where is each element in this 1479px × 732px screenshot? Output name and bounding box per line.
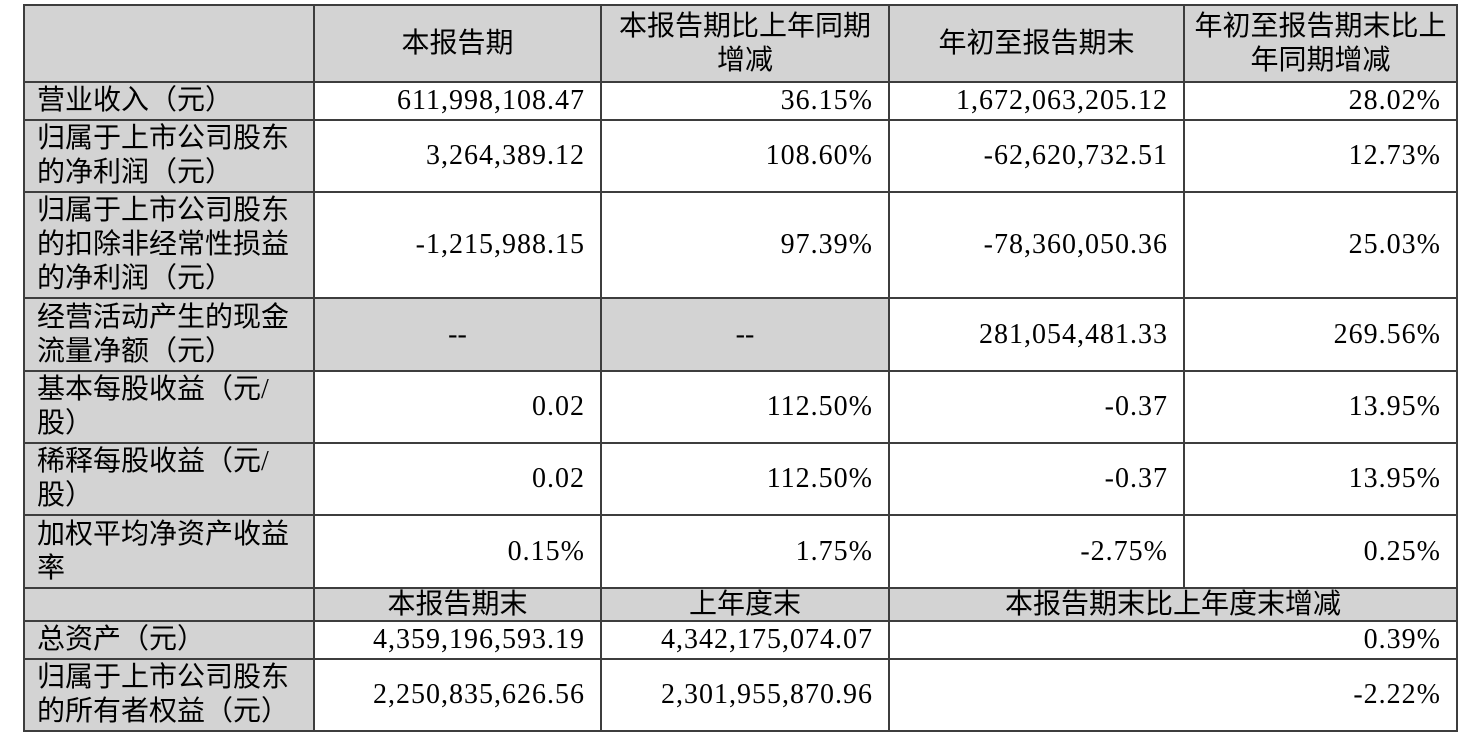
cell-cash-flow-current-dash: -- [313, 297, 602, 372]
table-row-diluted-eps: 稀释每股收益（元/ 股） 0.02 112.50% -0.37 13.95% [23, 442, 1458, 516]
table-row-basic-eps: 基本每股收益（元/ 股） 0.02 112.50% -0.37 13.95% [23, 370, 1458, 444]
cell-diluted-eps-current: 0.02 [313, 442, 602, 516]
column-header-empty [23, 4, 315, 83]
cell-revenue-current: 611,998,108.47 [313, 81, 602, 121]
column-header-ytd: 年初至报告期末 [888, 4, 1185, 83]
cell-net-profit-ytd: -62,620,732.51 [888, 119, 1185, 193]
cell-roe-yoy: 1.75% [600, 514, 890, 589]
column-header-ytd-yoy-change: 年初至报告期末比上 年同期增减 [1183, 4, 1458, 83]
cell-diluted-eps-ytd-yoy: 13.95% [1183, 442, 1458, 516]
cell-revenue-yoy: 36.15% [600, 81, 890, 121]
row-label-weighted-avg-roe: 加权平均净资产收益 率 [23, 514, 315, 589]
cell-roe-ytd-yoy: 0.25% [1183, 514, 1458, 589]
row-label-net-profit-excl-nonrecurring: 归属于上市公司股东 的扣除非经常性损益 的净利润（元） [23, 191, 315, 299]
subheader-end-of-period: 本报告期末 [313, 587, 602, 622]
cell-net-profit-ytd-yoy: 12.73% [1183, 119, 1458, 193]
row-label-total-assets: 总资产（元） [23, 620, 315, 660]
cell-total-assets-end-of-last-year: 4,342,175,074.07 [600, 620, 890, 660]
row-label-revenue: 营业收入（元） [23, 81, 315, 121]
cell-equity-change: -2.22% [888, 658, 1458, 732]
cell-basic-eps-ytd: -0.37 [888, 370, 1185, 444]
table-row-total-assets: 总资产（元） 4,359,196,593.19 4,342,175,074.07… [23, 620, 1458, 660]
row-label-equity: 归属于上市公司股东 的所有者权益（元） [23, 658, 315, 732]
cell-basic-eps-current: 0.02 [313, 370, 602, 444]
table-row-equity: 归属于上市公司股东 的所有者权益（元） 2,250,835,626.56 2,3… [23, 658, 1458, 732]
cell-net-profit-excl-ytd: -78,360,050.36 [888, 191, 1185, 299]
subheader-empty [23, 587, 315, 622]
cell-cash-flow-yoy-dash: -- [600, 297, 890, 372]
row-label-net-profit: 归属于上市公司股东 的净利润（元） [23, 119, 315, 193]
cell-total-assets-end-of-period: 4,359,196,593.19 [313, 620, 602, 660]
cell-cash-flow-ytd-yoy: 269.56% [1183, 297, 1458, 372]
row-label-basic-eps: 基本每股收益（元/ 股） [23, 370, 315, 444]
cell-revenue-ytd-yoy: 28.02% [1183, 81, 1458, 121]
cell-roe-current: 0.15% [313, 514, 602, 589]
cell-diluted-eps-ytd: -0.37 [888, 442, 1185, 516]
cell-basic-eps-yoy: 112.50% [600, 370, 890, 444]
subheader-period-vs-last-year-change: 本报告期末比上年度末增减 [888, 587, 1458, 622]
subheader-end-of-last-year: 上年度末 [600, 587, 890, 622]
cell-basic-eps-ytd-yoy: 13.95% [1183, 370, 1458, 444]
table-row-weighted-avg-roe: 加权平均净资产收益 率 0.15% 1.75% -2.75% 0.25% [23, 514, 1458, 589]
cell-net-profit-excl-current: -1,215,988.15 [313, 191, 602, 299]
cell-total-assets-change: 0.39% [888, 620, 1458, 660]
cell-net-profit-current: 3,264,389.12 [313, 119, 602, 193]
subheader-row: 本报告期末 上年度末 本报告期末比上年度末增减 [23, 587, 1458, 622]
column-header-period-yoy-change: 本报告期比上年同期 增减 [600, 4, 890, 83]
cell-revenue-ytd: 1,672,063,205.12 [888, 81, 1185, 121]
cell-diluted-eps-yoy: 112.50% [600, 442, 890, 516]
cell-net-profit-yoy: 108.60% [600, 119, 890, 193]
table-row-net-profit-excl-nonrecurring: 归属于上市公司股东 的扣除非经常性损益 的净利润（元） -1,215,988.1… [23, 191, 1458, 299]
column-header-current-period: 本报告期 [313, 4, 602, 83]
row-label-diluted-eps: 稀释每股收益（元/ 股） [23, 442, 315, 516]
cell-equity-end-of-last-year: 2,301,955,870.96 [600, 658, 890, 732]
table-row-net-profit: 归属于上市公司股东 的净利润（元） 3,264,389.12 108.60% -… [23, 119, 1458, 193]
row-label-operating-cash-flow: 经营活动产生的现金 流量净额（元） [23, 297, 315, 372]
cell-net-profit-excl-ytd-yoy: 25.03% [1183, 191, 1458, 299]
table-row-revenue: 营业收入（元） 611,998,108.47 36.15% 1,672,063,… [23, 81, 1458, 121]
cell-roe-ytd: -2.75% [888, 514, 1185, 589]
header-row: 本报告期 本报告期比上年同期 增减 年初至报告期末 年初至报告期末比上 年同期增… [23, 4, 1458, 83]
financial-summary-table: 本报告期 本报告期比上年同期 增减 年初至报告期末 年初至报告期末比上 年同期增… [23, 4, 1458, 732]
cell-equity-end-of-period: 2,250,835,626.56 [313, 658, 602, 732]
cell-net-profit-excl-yoy: 97.39% [600, 191, 890, 299]
cell-cash-flow-ytd: 281,054,481.33 [888, 297, 1185, 372]
table-row-operating-cash-flow: 经营活动产生的现金 流量净额（元） -- -- 281,054,481.33 2… [23, 297, 1458, 372]
